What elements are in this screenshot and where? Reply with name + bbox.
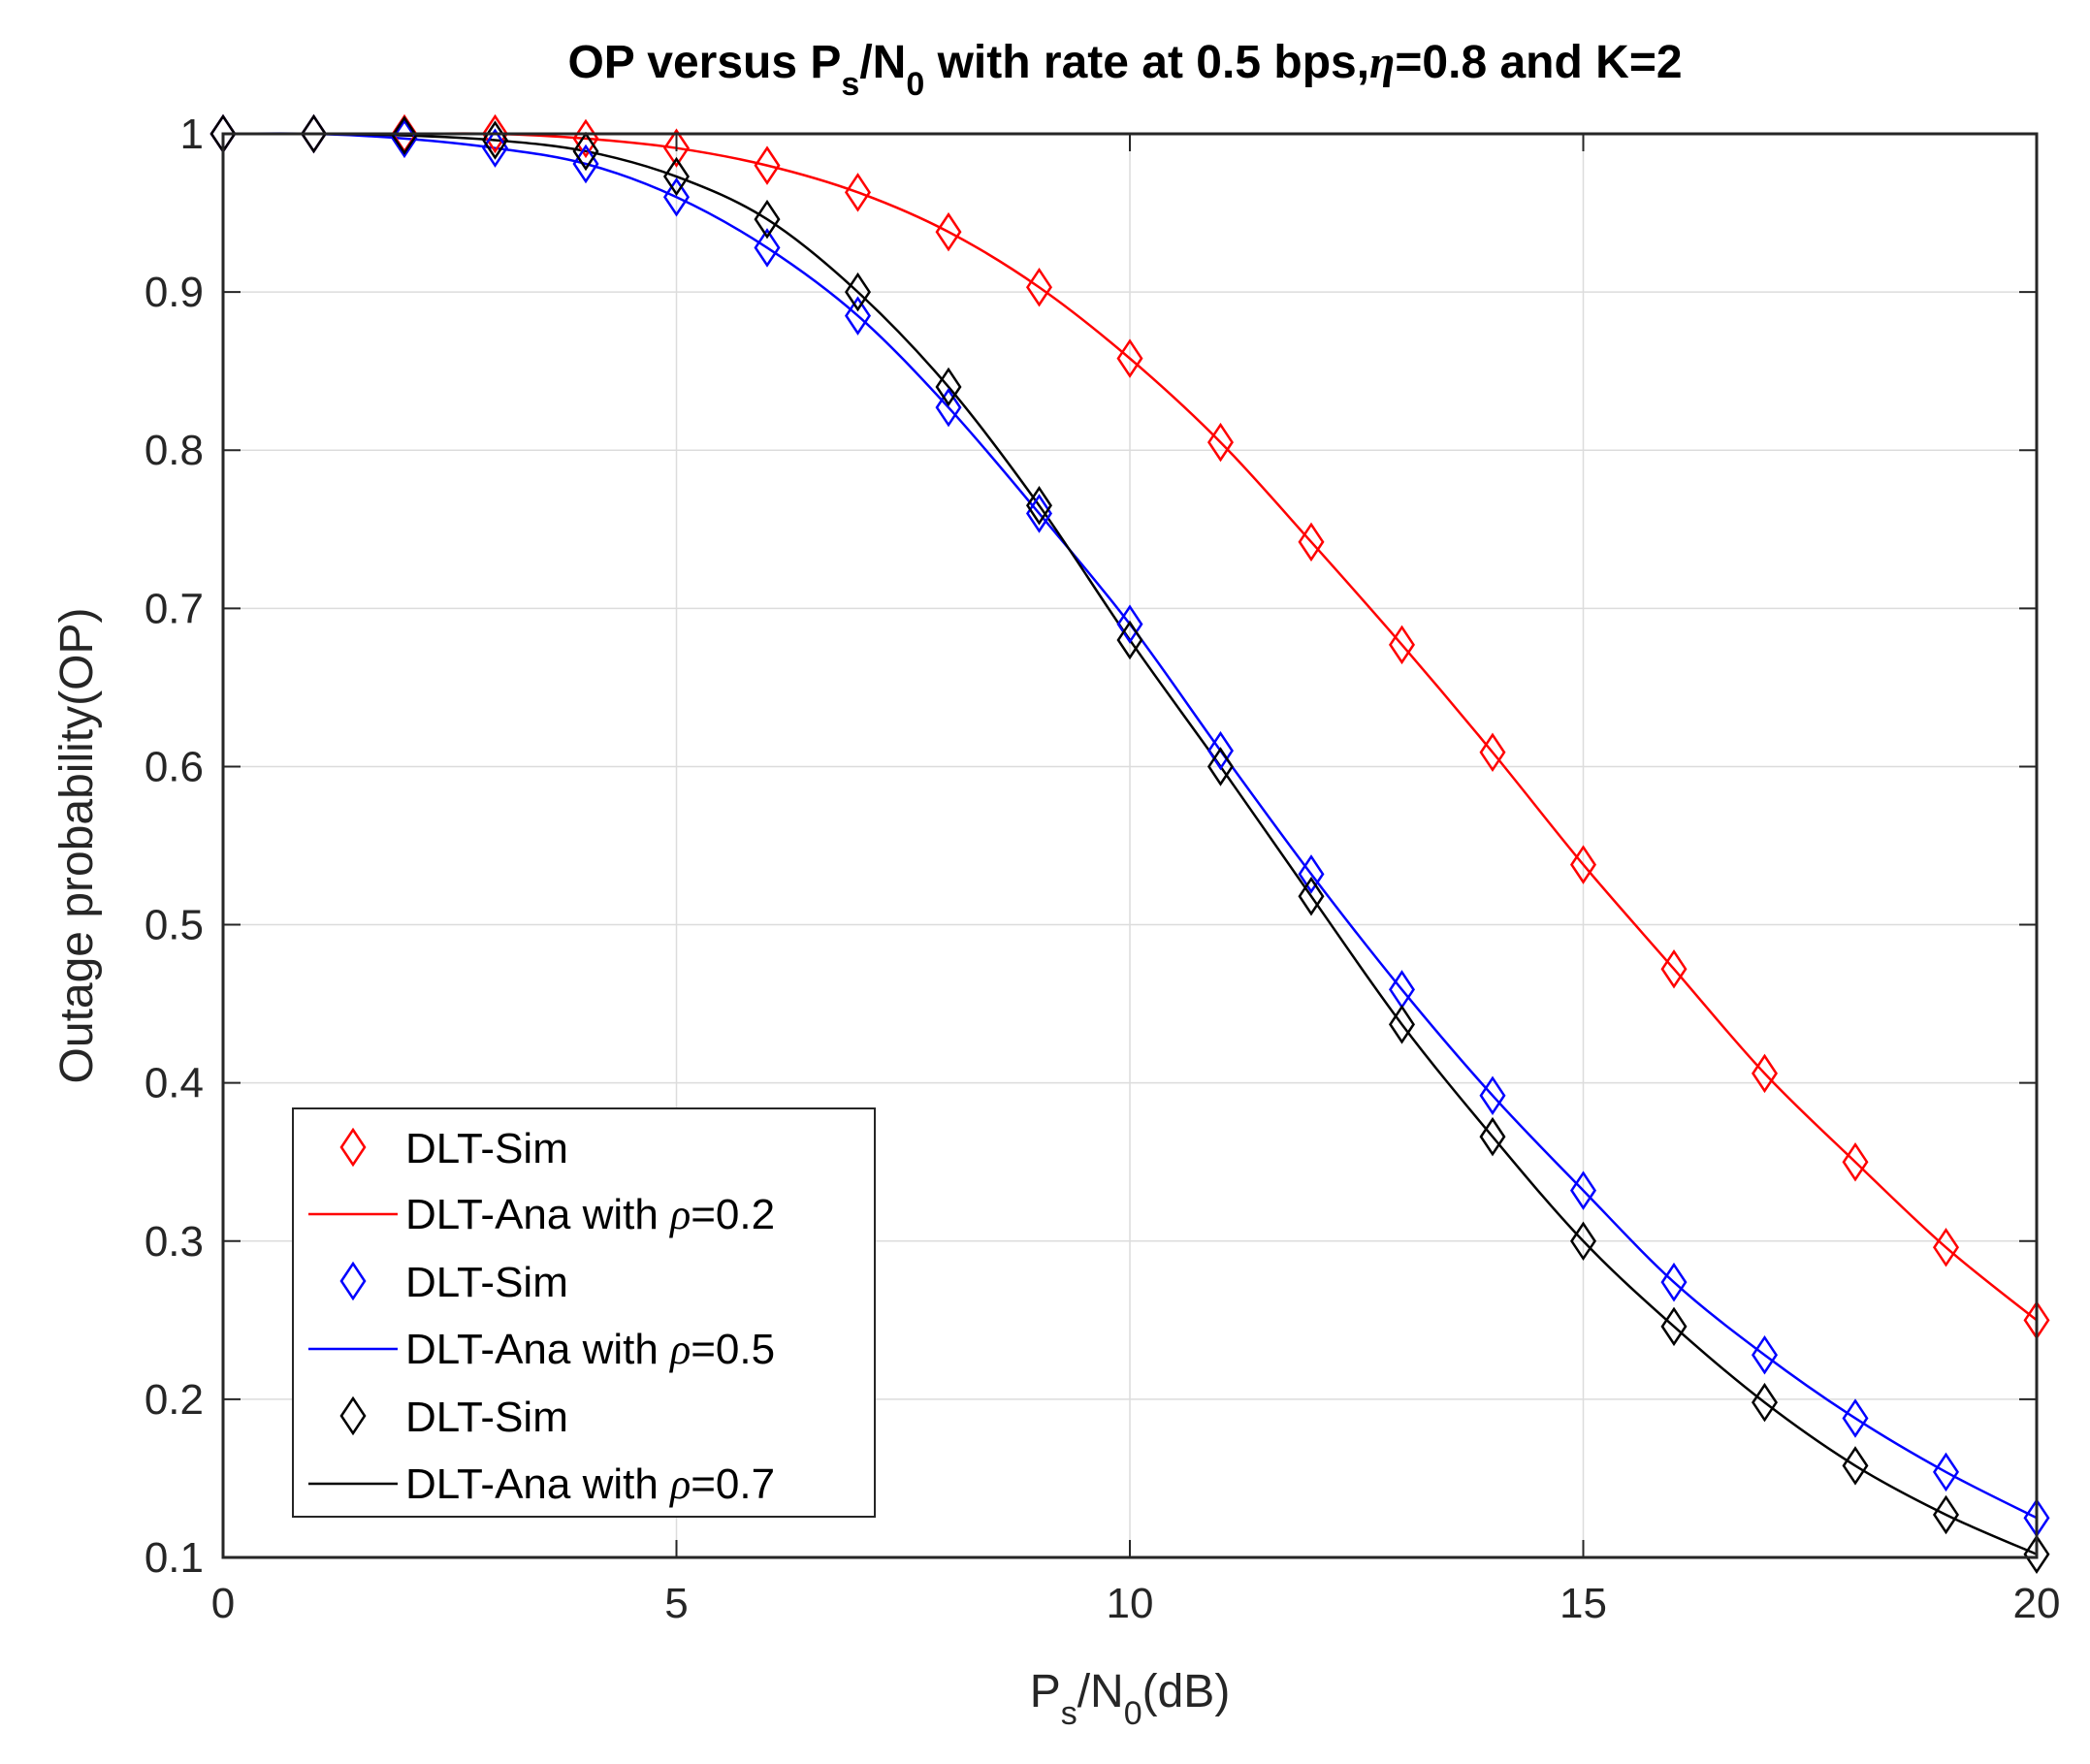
legend: DLT-Sim DLT-Ana with ρ=0.2 DLT-Sim DLT-A… xyxy=(292,1107,876,1518)
axis-ticks xyxy=(222,133,2038,1558)
data-point-marker xyxy=(1569,1171,1597,1210)
y-tick-label: 1 xyxy=(180,111,204,158)
legend-label-sim-3: DLT-Sim xyxy=(405,1394,568,1441)
data-point-marker xyxy=(1025,267,1053,307)
data-point-marker xyxy=(1025,494,1053,533)
legend-marker-sim-1 xyxy=(339,1127,367,1168)
legend-label-ana-3: DLT-Ana with ρ=0.7 xyxy=(405,1460,775,1508)
y-tick-label: 0.4 xyxy=(145,1060,204,1107)
data-point-marker xyxy=(1932,1452,1960,1492)
data-point-marker xyxy=(844,272,872,312)
series-line-2 xyxy=(222,132,2038,1520)
y-tick-label: 0.1 xyxy=(145,1534,204,1582)
data-point-marker xyxy=(1388,625,1416,665)
x-tick-label: 5 xyxy=(664,1580,688,1627)
data-point-marker xyxy=(935,387,962,428)
data-point-marker xyxy=(1660,1262,1688,1302)
legend-marker-sim-3 xyxy=(339,1395,367,1436)
data-point-marker xyxy=(1842,1446,1869,1486)
chart-title: OP versus Ps/N0 with rate at 0.5 bps,η=0… xyxy=(567,37,1682,103)
data-point-marker xyxy=(1298,854,1325,894)
data-point-marker xyxy=(1932,1228,1960,1267)
legend-label-sim-2: DLT-Sim xyxy=(405,1259,568,1306)
data-point-marker xyxy=(1751,1053,1779,1094)
x-tick-label: 15 xyxy=(1559,1580,1607,1627)
data-point-marker xyxy=(1932,1494,1960,1535)
series-line-1 xyxy=(223,132,2038,1322)
tick-labels: 0 5 10 15 20 0.1 0.2 0.3 0.4 0.5 0.6 0.7 0.8 0.9 1 xyxy=(145,111,2061,1627)
data-point-marker xyxy=(754,145,781,185)
data-point-marker xyxy=(391,115,418,155)
data-point-marker xyxy=(1569,845,1597,884)
data-point-marker xyxy=(1751,1382,1779,1423)
series-markers xyxy=(209,113,2050,1574)
data-point-marker xyxy=(1388,1005,1416,1044)
data-point-marker xyxy=(935,211,962,252)
data-point-marker xyxy=(1479,732,1506,773)
y-tick-label: 0.9 xyxy=(145,269,204,316)
series-line-3 xyxy=(222,132,2038,1556)
data-point-marker xyxy=(1206,730,1235,771)
y-tick-label: 0.6 xyxy=(145,743,204,790)
x-tick-label: 20 xyxy=(2013,1580,2061,1627)
data-point-marker xyxy=(1116,338,1143,378)
data-point-marker xyxy=(481,128,509,168)
legend-label-ana-1: DLT-Ana with ρ=0.2 xyxy=(405,1191,775,1238)
legend-box xyxy=(292,1107,876,1518)
x-tick-label: 10 xyxy=(1107,1580,1154,1627)
data-point-marker xyxy=(754,228,781,268)
data-point-marker xyxy=(1479,1116,1506,1157)
data-point-marker xyxy=(1479,1075,1506,1115)
data-point-marker xyxy=(1751,1334,1779,1375)
y-axis-label: Outage probability(OP) xyxy=(51,608,103,1084)
data-point-marker xyxy=(572,131,599,172)
y-tick-label: 0.8 xyxy=(145,427,204,474)
data-point-marker xyxy=(1660,1306,1688,1347)
data-point-marker xyxy=(1842,1398,1869,1438)
data-point-marker xyxy=(844,173,872,212)
data-point-marker xyxy=(935,367,962,407)
data-point-marker xyxy=(2023,1534,2050,1574)
data-point-marker xyxy=(1206,747,1235,786)
legend-label-sim-1: DLT-Sim xyxy=(405,1125,568,1172)
data-point-marker xyxy=(1842,1141,1869,1182)
data-point-marker xyxy=(754,199,781,240)
data-point-marker xyxy=(481,113,509,154)
data-point-marker xyxy=(662,156,691,197)
data-point-marker xyxy=(1569,1221,1597,1262)
y-tick-label: 0.3 xyxy=(145,1218,204,1266)
y-tick-label: 0.5 xyxy=(145,902,204,949)
data-point-marker xyxy=(1298,522,1325,562)
legend-label-ana-2: DLT-Ana with ρ=0.5 xyxy=(405,1326,775,1373)
data-point-marker xyxy=(1116,604,1143,644)
data-point-marker xyxy=(1206,422,1235,463)
data-point-marker xyxy=(662,128,691,168)
x-axis-label: Ps/N0(dB) xyxy=(1030,1666,1231,1732)
data-point-marker xyxy=(1116,620,1143,660)
data-point-marker xyxy=(844,296,872,336)
data-point-marker xyxy=(1298,876,1325,916)
data-point-marker xyxy=(662,176,691,217)
data-point-marker xyxy=(1660,948,1688,989)
y-tick-label: 0.7 xyxy=(145,585,204,632)
x-tick-label: 0 xyxy=(211,1580,235,1627)
legend-marker-sim-2 xyxy=(339,1261,367,1301)
series-lines xyxy=(222,132,2038,1556)
data-point-marker xyxy=(1025,486,1053,526)
y-tick-label: 0.2 xyxy=(145,1376,204,1424)
data-point-marker xyxy=(300,113,328,154)
